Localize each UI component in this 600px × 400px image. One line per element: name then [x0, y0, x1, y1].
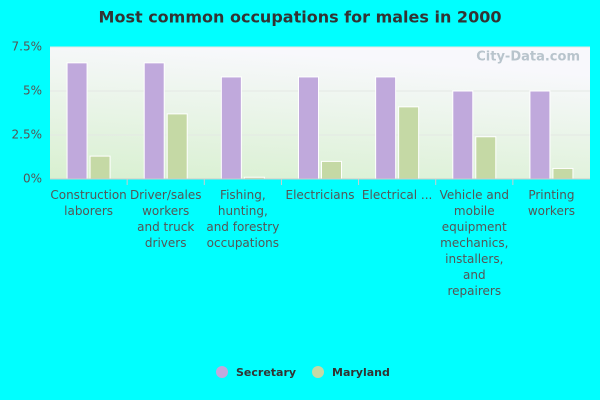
bar [375, 76, 397, 180]
bar [143, 62, 165, 180]
bar [298, 76, 319, 180]
bar [321, 160, 342, 180]
x-tick-label: Printing workers [528, 188, 575, 218]
chart-title: Most common occupations for males in 200… [99, 8, 502, 27]
y-tick-label: 0% [23, 172, 42, 186]
bar [475, 136, 497, 180]
bar [66, 62, 88, 180]
y-tick-label: 2.5% [12, 128, 43, 142]
x-tick-label: Electrical ... [362, 188, 432, 202]
bar [552, 167, 574, 180]
plot-area [50, 47, 590, 179]
bar [529, 90, 551, 180]
bar [89, 155, 111, 180]
bar [166, 113, 188, 180]
x-tick-label: Construction laborers [50, 188, 126, 218]
x-tick-label: Vehicle and mobile equipment mechanics, inst… [440, 188, 509, 298]
legend-swatch [216, 366, 228, 378]
bar [398, 106, 420, 180]
x-tick-label: Fishing, hunting, and forestry occupations [206, 188, 279, 250]
x-tick-label: Driver/sales workers and truck drivers [130, 188, 202, 250]
legend-swatch [312, 366, 324, 378]
x-tick-label: Electricians [285, 188, 354, 202]
legend-label: Secretary [236, 366, 296, 379]
bar [220, 76, 242, 180]
y-tick-label: 7.5% [12, 40, 43, 54]
legend-label: Maryland [332, 366, 390, 379]
watermark: City-Data.com [476, 50, 580, 65]
bar [452, 90, 474, 180]
y-tick-label: 5% [23, 84, 42, 98]
